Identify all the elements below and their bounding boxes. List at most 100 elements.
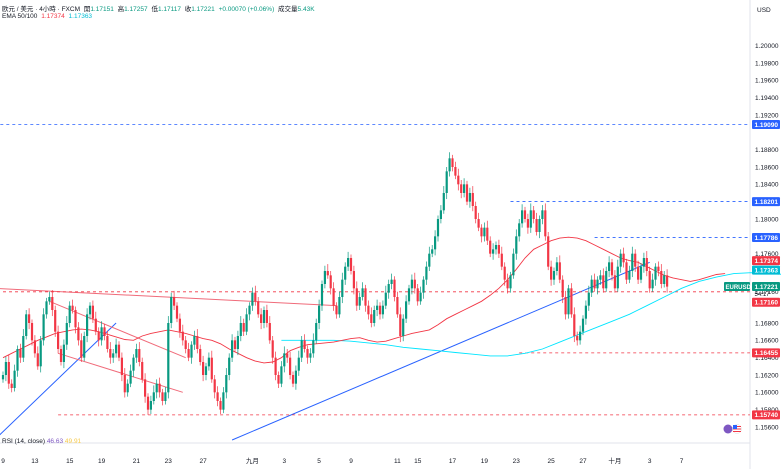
rsi-legend[interactable]: RSI (14, close) 46.63 49.91 [2, 438, 81, 445]
candle-body [245, 314, 248, 332]
price-badge-1.19090: 1.19090 [755, 122, 779, 129]
candle-body [199, 349, 202, 362]
candle-body [19, 349, 22, 358]
rsi-label: RSI (14, close) [2, 438, 45, 445]
candle-body [544, 210, 547, 237]
ema100-value: 1.17363 [68, 13, 93, 20]
candle-body [381, 305, 384, 315]
candle-body [303, 340, 306, 349]
candle-body [370, 314, 373, 323]
candle-body [219, 401, 222, 410]
candle-body [567, 288, 570, 315]
candle-body [538, 219, 541, 232]
candle-body [222, 392, 225, 410]
y-tick-label: 1.19200 [755, 112, 779, 119]
candle-body [149, 401, 152, 410]
candle-body [512, 253, 515, 276]
x-tick-label: 19 [98, 458, 106, 465]
candle-body [294, 370, 297, 384]
candle-body [364, 288, 367, 306]
candle-body [152, 392, 155, 401]
candle-body [590, 279, 593, 293]
candle-body [210, 357, 213, 380]
high-label: 高 [117, 6, 125, 13]
candle-body [164, 392, 167, 401]
candle-body [344, 266, 347, 280]
candle-body [425, 266, 428, 280]
y-tick-label: 1.19400 [755, 95, 779, 102]
x-tick-label: 15 [414, 458, 422, 465]
price-badge-1.16455-bg [752, 348, 780, 358]
candle-body [88, 305, 92, 315]
candle-body [274, 357, 277, 375]
candle-body [251, 292, 254, 306]
trendline-resistance-3 [49, 300, 186, 359]
x-tick-label: 21 [133, 458, 141, 465]
candle-body [579, 331, 582, 341]
candle-body [605, 271, 608, 289]
candle-body [518, 223, 521, 237]
candle-body [62, 344, 65, 362]
x-tick-label: 27 [579, 458, 587, 465]
candle-body [587, 292, 590, 306]
candle-body [654, 266, 657, 280]
volume-label: 成交量 [278, 6, 298, 13]
y-tick-label: 1.17600 [755, 251, 779, 258]
candle-body [190, 344, 193, 358]
candle-body [225, 375, 228, 393]
candle-body [564, 297, 567, 315]
x-tick-label: 27 [199, 458, 207, 465]
candle-body [254, 292, 257, 302]
candle-body [22, 336, 25, 358]
candle-body [541, 210, 544, 219]
candle-body [463, 184, 466, 193]
symbol-badge: EURUSD [726, 285, 752, 291]
candle-body [329, 275, 332, 289]
candle-body [376, 305, 379, 310]
candle-body [170, 297, 173, 323]
y-tick-label: 1.18400 [755, 182, 779, 189]
candle-body [161, 392, 164, 401]
low-label: 低 [151, 6, 158, 13]
y-tick-label: 1.19800 [755, 60, 779, 67]
x-tick-label: 17 [449, 458, 457, 465]
x-tick-label: 5 [317, 458, 321, 465]
candle-body [428, 253, 431, 267]
candle-body [28, 314, 31, 323]
candle-body [642, 258, 645, 267]
candle-body [599, 275, 602, 280]
candle-body [622, 253, 625, 263]
x-tick-label: 3 [282, 458, 286, 465]
candle-body [216, 392, 219, 401]
candle-body [477, 219, 480, 228]
candle-body [503, 266, 506, 280]
candle-body [631, 253, 634, 271]
ema-legend[interactable]: EMA 50/100 1.17374 1.17363 [2, 13, 94, 20]
candle-body [117, 344, 121, 358]
candle-body [257, 301, 260, 315]
candle-body [367, 305, 370, 315]
candle-body [323, 271, 326, 284]
candle-body [378, 305, 382, 315]
candle-body [492, 249, 495, 254]
price-badge-1.15740: 1.15740 [755, 412, 779, 419]
candle-body [13, 370, 16, 388]
price-badge-ema50-bg [752, 256, 780, 266]
symbol-badge-bg [724, 282, 750, 292]
candle-body [570, 288, 573, 315]
x-tick-label: 3 [648, 458, 652, 465]
price-badge-1.17160: 1.17160 [755, 300, 779, 307]
candle-body [436, 219, 440, 237]
price-badge-countdown: 54:17 [755, 292, 771, 298]
candle-body [71, 305, 74, 310]
candle-body [547, 236, 550, 267]
candle-body [123, 375, 126, 393]
candle-body [155, 383, 158, 393]
ema100-line [281, 272, 781, 357]
candle-body [184, 340, 187, 349]
candle-body [283, 353, 286, 367]
open-value: 1.17151 [90, 6, 114, 13]
candle-body [94, 318, 97, 332]
